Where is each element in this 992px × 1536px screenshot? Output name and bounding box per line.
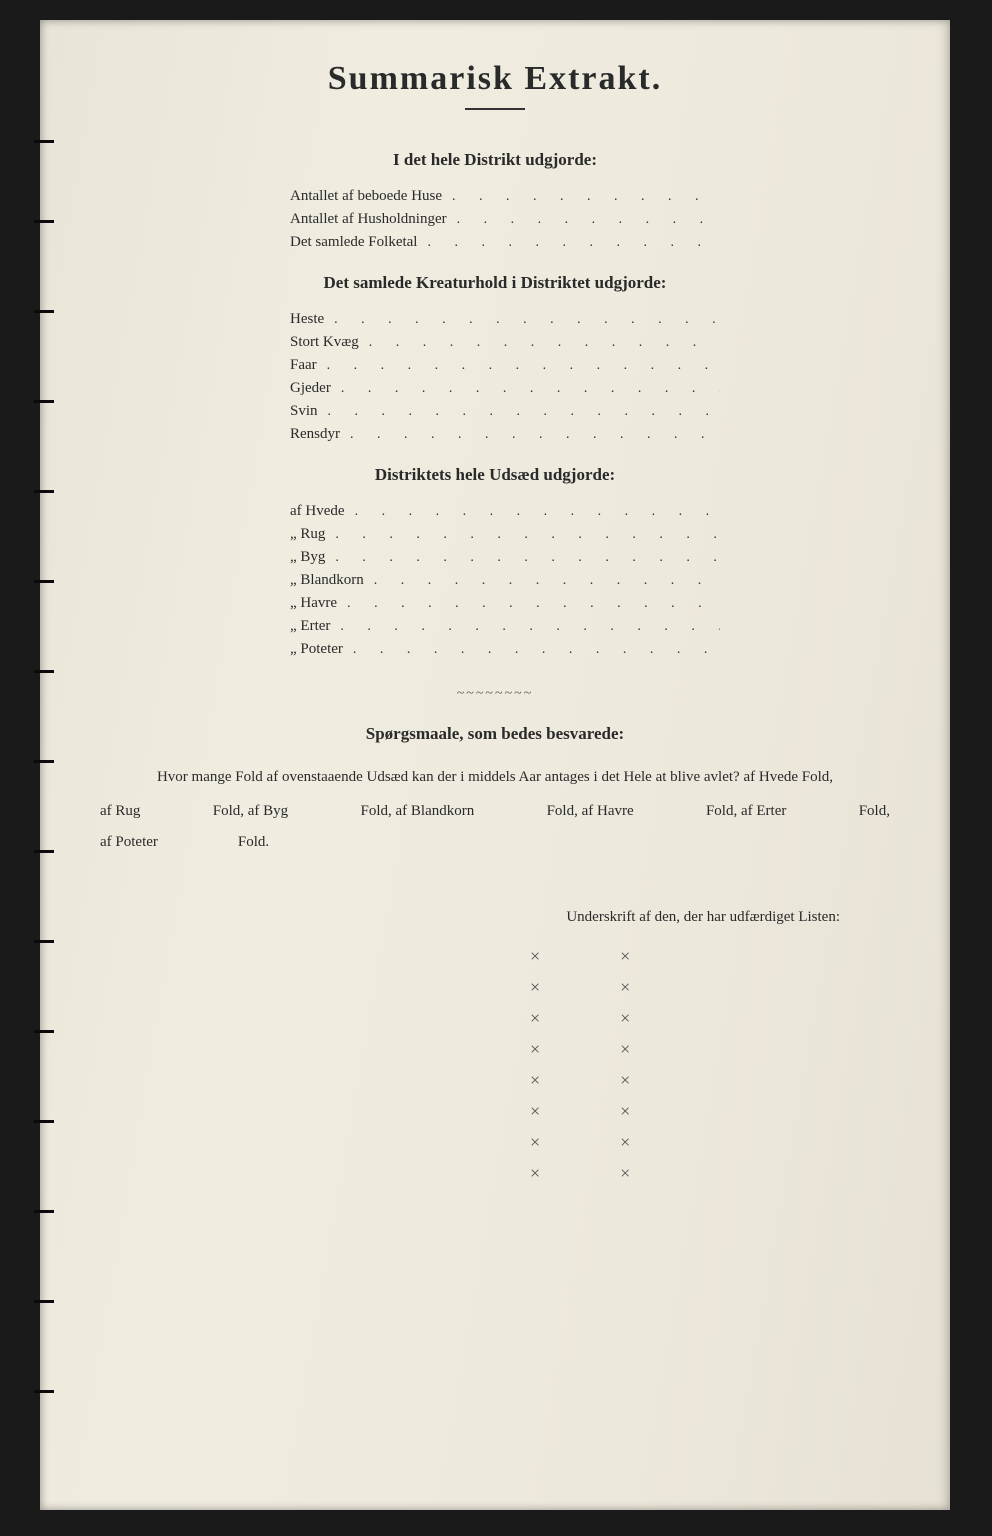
- section-heading-livestock: Det samlede Kreaturhold i Distriktet udg…: [90, 273, 900, 293]
- item-label: Gjeder: [290, 380, 331, 397]
- x-mark-icon: ×: [620, 1163, 630, 1184]
- list-item: Heste. . . . . . . . . . . . . . . . . .…: [290, 311, 720, 328]
- title-underline: [465, 108, 525, 110]
- x-mark-icon: ×: [530, 1101, 540, 1122]
- item-label: Heste: [290, 311, 324, 328]
- x-mark-icon: ×: [620, 946, 630, 967]
- separator-ornament: ~~~~~~~~: [90, 686, 900, 702]
- item-label: „ Rug: [290, 526, 325, 543]
- dot-leader: . . . . . . . . . . . . . . . . . . . . …: [417, 235, 720, 251]
- dot-leader: . . . . . . . . . . . . . . . . . . . . …: [330, 619, 720, 635]
- x-row: ××: [530, 1163, 900, 1184]
- item-label: Rensdyr: [290, 426, 340, 443]
- x-mark-icon: ×: [530, 1163, 540, 1184]
- list-item: Rensdyr. . . . . . . . . . . . . . . . .…: [290, 426, 720, 443]
- item-label: „ Havre: [290, 595, 337, 612]
- q-part: Fold, af Erter: [706, 796, 786, 828]
- q-part: Fold, af Byg: [213, 796, 288, 828]
- dot-leader: . . . . . . . . . . . . . . . . . . . . …: [317, 358, 720, 374]
- item-label: Faar: [290, 357, 317, 374]
- x-mark-icon: ×: [530, 977, 540, 998]
- item-label: „ Byg: [290, 549, 325, 566]
- list-item: Gjeder. . . . . . . . . . . . . . . . . …: [290, 380, 720, 397]
- item-label: „ Blandkorn: [290, 572, 364, 589]
- x-row: ××: [530, 1101, 900, 1122]
- questions-block: Hvor mange Fold af ovenstaaende Udsæd ka…: [100, 762, 890, 859]
- list-item: Antallet af Husholdninger . . . . . . . …: [290, 211, 720, 228]
- x-row: ××: [530, 946, 900, 967]
- section-heading-district: I det hele Distrikt udgjorde:: [90, 150, 900, 170]
- list-item: „ Poteter. . . . . . . . . . . . . . . .…: [290, 641, 720, 658]
- x-mark-icon: ×: [530, 1039, 540, 1060]
- q-part: af Poteter: [100, 827, 158, 859]
- x-mark-icon: ×: [620, 1008, 630, 1029]
- item-label: af Hvede: [290, 503, 345, 520]
- dot-leader: . . . . . . . . . . . . . . . . . . . . …: [337, 596, 720, 612]
- dot-leader: . . . . . . . . . . . . . . . . . . . . …: [331, 381, 720, 397]
- district-items: Antallet af beboede Huse . . . . . . . .…: [290, 188, 720, 251]
- item-label: Svin: [290, 403, 318, 420]
- dot-leader: . . . . . . . . . . . . . . . . . . . . …: [324, 312, 720, 328]
- x-mark-column: ×× ×× ×× ×× ×× ×× ×× ××: [530, 946, 900, 1184]
- x-mark-icon: ×: [620, 1101, 630, 1122]
- dot-leader: . . . . . . . . . . . . . . . . . . . . …: [442, 189, 720, 205]
- x-mark-icon: ×: [530, 1008, 540, 1029]
- list-item: „ Byg. . . . . . . . . . . . . . . . . .…: [290, 549, 720, 566]
- list-item: af Hvede. . . . . . . . . . . . . . . . …: [290, 503, 720, 520]
- page-title: Summarisk Extrakt.: [90, 60, 900, 98]
- x-mark-icon: ×: [620, 1132, 630, 1153]
- question-line: af Poteter Fold.: [100, 827, 890, 859]
- q-part: Fold, af Havre: [547, 796, 634, 828]
- list-item: „ Blandkorn. . . . . . . . . . . . . . .…: [290, 572, 720, 589]
- scanned-page: Summarisk Extrakt. I det hele Distrikt u…: [40, 20, 950, 1510]
- dot-leader: . . . . . . . . . . . . . . . . . . . . …: [325, 550, 720, 566]
- document-page: Summarisk Extrakt. I det hele Distrikt u…: [40, 20, 950, 1510]
- x-mark-icon: ×: [530, 946, 540, 967]
- x-mark-icon: ×: [620, 977, 630, 998]
- dot-leader: . . . . . . . . . . . . . . . . . . . . …: [340, 427, 720, 443]
- dot-leader: . . . . . . . . . . . . . . . . . . . . …: [345, 504, 720, 520]
- x-row: ××: [530, 1070, 900, 1091]
- item-label: Antallet af beboede Huse: [290, 188, 442, 205]
- item-label: „ Poteter: [290, 641, 343, 658]
- list-item: Svin. . . . . . . . . . . . . . . . . . …: [290, 403, 720, 420]
- x-row: ××: [530, 1008, 900, 1029]
- q-part: af Rug: [100, 796, 140, 828]
- item-label: Stort Kvæg: [290, 334, 359, 351]
- q-part: Fold,: [859, 796, 890, 828]
- x-mark-icon: ×: [530, 1070, 540, 1091]
- list-item: „ Havre. . . . . . . . . . . . . . . . .…: [290, 595, 720, 612]
- signature-label: Underskrift af den, der har udfærdiget L…: [90, 909, 840, 926]
- dot-leader: . . . . . . . . . . . . . . . . . . . . …: [325, 527, 720, 543]
- question-line: af Rug Fold, af Byg Fold, af Blandkorn F…: [100, 796, 890, 828]
- x-row: ××: [530, 977, 900, 998]
- item-label: „ Erter: [290, 618, 330, 635]
- list-item: „ Rug. . . . . . . . . . . . . . . . . .…: [290, 526, 720, 543]
- x-mark-icon: ×: [620, 1070, 630, 1091]
- x-row: ××: [530, 1039, 900, 1060]
- livestock-items: Heste. . . . . . . . . . . . . . . . . .…: [290, 311, 720, 443]
- x-mark-icon: ×: [530, 1132, 540, 1153]
- list-item: Det samlede Folketal . . . . . . . . . .…: [290, 234, 720, 251]
- dot-leader: . . . . . . . . . . . . . . . . . . . . …: [447, 212, 720, 228]
- section-heading-seed: Distriktets hele Udsæd udgjorde:: [90, 465, 900, 485]
- dot-leader: . . . . . . . . . . . . . . . . . . . . …: [318, 404, 720, 420]
- dot-leader: . . . . . . . . . . . . . . . . . . . . …: [343, 642, 720, 658]
- list-item: Antallet af beboede Huse . . . . . . . .…: [290, 188, 720, 205]
- dot-leader: . . . . . . . . . . . . . . . . . . . . …: [364, 573, 720, 589]
- item-label: Det samlede Folketal: [290, 234, 417, 251]
- list-item: „ Erter. . . . . . . . . . . . . . . . .…: [290, 618, 720, 635]
- x-row: ××: [530, 1132, 900, 1153]
- dot-leader: . . . . . . . . . . . . . . . . . . . . …: [359, 335, 720, 351]
- section-heading-questions: Spørgsmaale, som bedes besvarede:: [90, 724, 900, 744]
- list-item: Faar. . . . . . . . . . . . . . . . . . …: [290, 357, 720, 374]
- seed-items: af Hvede. . . . . . . . . . . . . . . . …: [290, 503, 720, 658]
- q-part: Fold.: [238, 827, 269, 859]
- question-line: Hvor mange Fold af ovenstaaende Udsæd ka…: [100, 762, 890, 794]
- x-mark-icon: ×: [620, 1039, 630, 1060]
- list-item: Stort Kvæg. . . . . . . . . . . . . . . …: [290, 334, 720, 351]
- q-part: Fold, af Blandkorn: [361, 796, 475, 828]
- item-label: Antallet af Husholdninger: [290, 211, 447, 228]
